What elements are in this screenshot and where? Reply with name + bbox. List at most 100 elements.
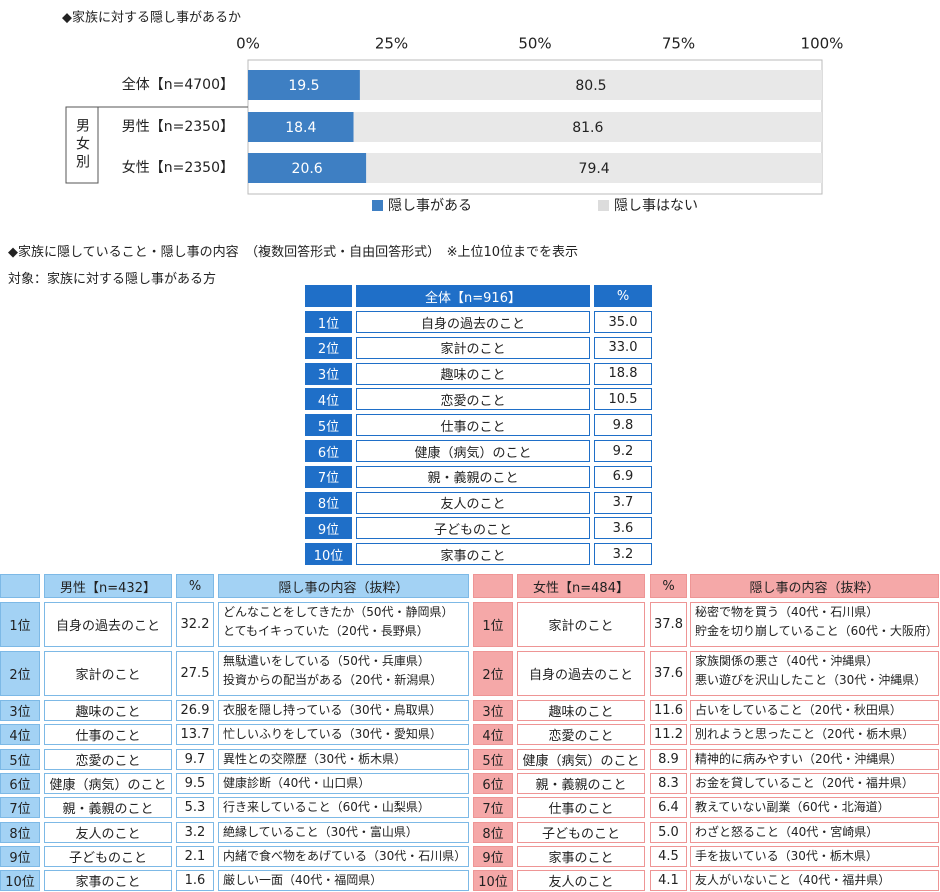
table-cell: 恋愛のこと (356, 388, 590, 411)
table-cell: 家事のこと (44, 870, 172, 892)
excerpt: 別れようと思ったこと（20代・栃木県） (695, 727, 915, 742)
table-cell: 恋愛のこと (517, 724, 645, 746)
table-cell: 27.5 (176, 651, 214, 696)
excerpt: とてもイキっていた（20代・長野県） (223, 624, 429, 638)
table-cell: 18.8 (594, 362, 652, 385)
excerpt: 内緒で食べ物をあげている（30代・石川県） (223, 848, 467, 863)
excerpt-cell: 衣服を隠し持っている（30代・鳥取県） (218, 700, 469, 721)
rank-cell: 7位 (0, 797, 40, 819)
rank-cell: 7位 (473, 797, 513, 819)
rank-cell: 3位 (473, 700, 513, 721)
rank-cell: 10位 (305, 543, 352, 566)
table-cell: 趣味のこと (44, 700, 172, 721)
table-cell: 9.5 (176, 772, 214, 794)
table-cell: 親・義親のこと (356, 465, 590, 488)
x-tick-label: 50% (518, 35, 551, 53)
excerpt: 厳しい一面（40代・福岡県） (223, 873, 383, 888)
table-cell: 2.1 (176, 845, 214, 867)
bar-segment (366, 153, 822, 183)
table-cell: 家計のこと (356, 336, 590, 359)
rank-cell: 3位 (305, 362, 352, 385)
bar-segment (248, 153, 367, 183)
x-tick-label: 75% (662, 35, 695, 53)
data-label: 81.6 (572, 120, 603, 136)
excerpt: 行き来していること（60代・山梨県） (223, 800, 430, 815)
table-cell: 26.9 (176, 700, 214, 721)
legend-swatch (598, 200, 609, 211)
data-label: 18.4 (285, 120, 316, 136)
table-cell: 友人のこと (517, 870, 645, 892)
excerpt-cell: 厳しい一面（40代・福岡県） (218, 870, 469, 892)
bar-segment (248, 112, 354, 142)
excerpt-cell: 手を抜いている（30代・栃木県） (690, 845, 939, 867)
table-cell: 親・義親のこと (44, 797, 172, 819)
excerpt-cell: 内緒で食べ物をあげている（30代・石川県） (218, 845, 469, 867)
table-cell: 趣味のこと (356, 362, 590, 385)
excerpt-cell: 友人がいないこと（40代・福井県） (690, 870, 939, 892)
header-cell: % (594, 285, 652, 307)
table-cell: 3.2 (594, 543, 652, 566)
rank-cell: 8位 (473, 821, 513, 843)
category-label: 全体【n=4700】 (122, 76, 234, 93)
table-cell: 35.0 (594, 311, 652, 333)
table-cell: 子どものこと (517, 821, 645, 843)
rank-cell: 2位 (473, 651, 513, 696)
chart-title: ◆家族に対する隠し事があるか (62, 10, 241, 26)
table-cell: 3.2 (176, 821, 214, 843)
table-cell: 自身の過去のこと (517, 651, 645, 696)
table-cell: 9.8 (594, 414, 652, 437)
table-cell: 家事のこと (517, 845, 645, 867)
excerpt: わざと怒ること（40代・宮崎県） (695, 824, 879, 839)
excerpt-cell: 占いをしていること（20代・秋田県） (690, 700, 939, 721)
data-label: 20.6 (292, 161, 323, 177)
bar-segment (248, 70, 360, 100)
header-cell: % (650, 574, 687, 598)
excerpt-cell: 別れようと思ったこと（20代・栃木県） (690, 724, 939, 746)
excerpt: 無駄遣いをしている（50代・兵庫県） (223, 654, 430, 668)
excerpt: 友人がいないこと（40代・福井県） (695, 873, 891, 888)
rank-cell: 4位 (473, 724, 513, 746)
rank-cell: 1位 (0, 602, 40, 647)
excerpt-cell: 行き来していること（60代・山梨県） (218, 797, 469, 819)
excerpt: 家族関係の悪さ（40代・沖縄県） (695, 654, 879, 668)
table-cell: 10.5 (594, 388, 652, 411)
table-cell: 仕事のこと (517, 797, 645, 819)
table-cell: 子どものこと (356, 517, 590, 540)
bar-segment (359, 70, 822, 100)
table-cell: 13.7 (176, 724, 214, 746)
chart: ◆家族に対する隠し事があるか 0% 25% 50% 75% 100% 全体【n=4700】… (62, 10, 844, 215)
table-cell: 37.6 (650, 651, 687, 696)
excerpt: 衣服を隠し持っている（30代・鳥取県） (223, 703, 442, 717)
header-cell (473, 574, 513, 598)
legend-swatch (372, 200, 383, 211)
excerpt: 手を抜いている（30代・栃木県） (695, 848, 878, 863)
rank-cell: 10位 (473, 870, 513, 892)
rank-cell: 2位 (0, 651, 40, 696)
excerpt: 忙しいふりをしている（30代・愛知県） (223, 727, 442, 742)
data-label: 80.5 (575, 78, 606, 94)
excerpt: 教えていない副業（60代・北海道） (695, 800, 890, 815)
rank-cell: 6位 (0, 772, 40, 794)
excerpt: 絶縁していること（30代・富山県） (223, 824, 418, 839)
rank-cell: 6位 (473, 772, 513, 794)
excerpt-cell: 健康診断（40代・山口県） (218, 772, 469, 794)
data-label: 19.5 (288, 78, 319, 94)
excerpt-cell: 絶縁していること（30代・富山県） (218, 821, 469, 843)
x-tick-label: 100% (801, 35, 844, 53)
excerpt: どんなことをしてきたか（50代・静岡県） (223, 605, 454, 619)
excerpt: 異性との交際歴（30代・栃木県） (223, 751, 407, 766)
excerpt: 秘密で物を買う（40代・石川県） (695, 605, 879, 619)
table-cell: 家事のこと (356, 543, 590, 566)
x-tick-label: 25% (375, 35, 408, 53)
rank-cell: 2位 (305, 336, 352, 359)
excerpt-cell: どんなことをしてきたか（50代・静岡県） とてもイキっていた（20代・長野県） (218, 602, 469, 647)
table-cell: 3.6 (594, 517, 652, 540)
excerpt: 占いをしていること（20代・秋田県） (695, 703, 902, 717)
table-cell: 37.8 (650, 602, 687, 647)
table-cell: 8.9 (650, 748, 687, 770)
table-cell: 32.2 (176, 602, 214, 647)
table-cell: 6.4 (650, 797, 687, 819)
target-note: 対象：家族に対する隠し事がある方 (8, 272, 217, 287)
table-cell: 友人のこと (44, 821, 172, 843)
